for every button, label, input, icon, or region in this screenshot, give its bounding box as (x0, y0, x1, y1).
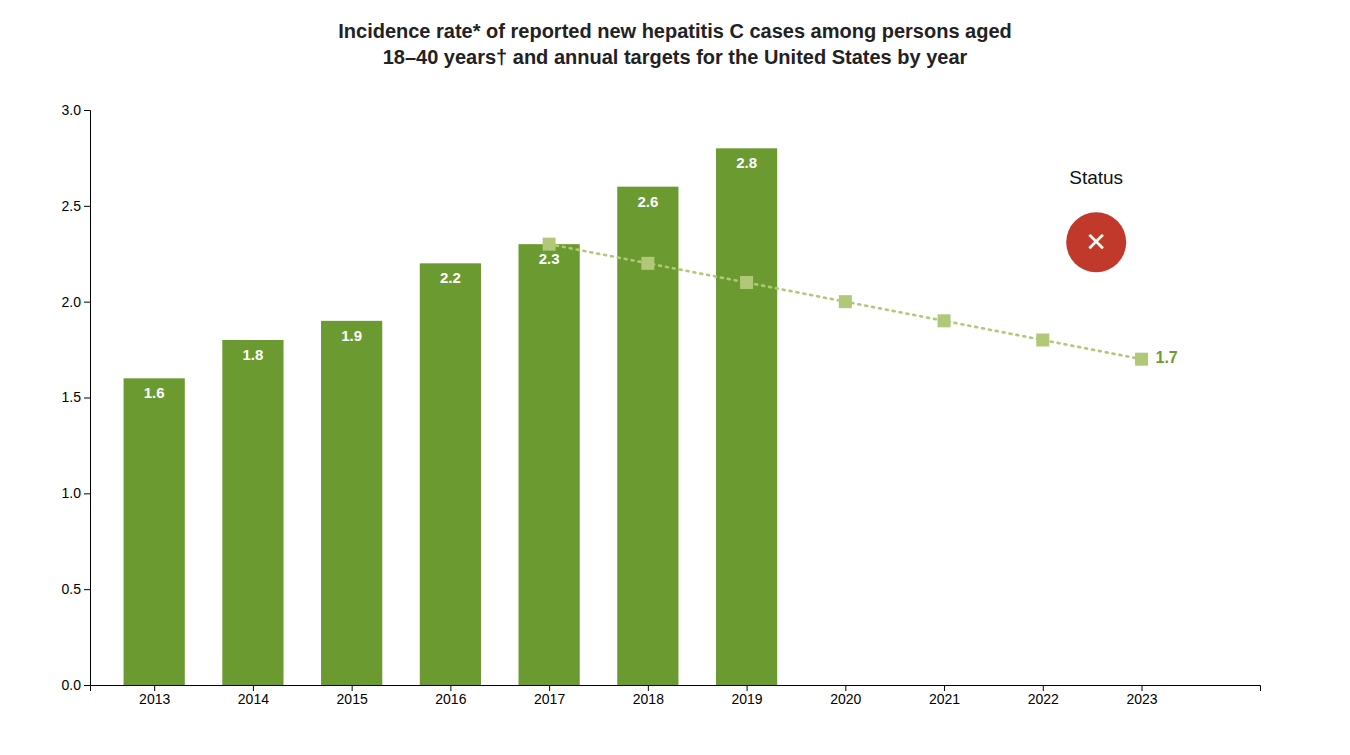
y-tick-mark (84, 110, 90, 111)
x-tick-label: 2018 (633, 691, 664, 707)
x-tick: 2021 (929, 685, 960, 707)
x-tick: 2018 (633, 685, 664, 707)
y-tick-mark (84, 685, 90, 686)
y-tick-label: 1.5 (62, 389, 82, 405)
background (0, 0, 1350, 755)
y-tick: 3.0 (62, 102, 90, 118)
x-tick-label: 2017 (534, 691, 565, 707)
y-tick: 0.5 (62, 581, 90, 597)
bar (222, 340, 283, 685)
status-badge (1066, 212, 1126, 272)
x-tick: 2019 (732, 685, 763, 707)
y-tick: 0.0 (62, 677, 90, 693)
marker (839, 295, 852, 308)
x-tick-label: 2021 (929, 691, 960, 707)
y-tick-mark (84, 589, 90, 590)
x-tick: 2014 (238, 685, 269, 707)
data-label: 2.6 (637, 193, 658, 210)
x-tick: 2017 (534, 685, 565, 707)
plot-area (124, 148, 1148, 685)
y-tick-label: 0.0 (62, 677, 82, 693)
x-tick: 2022 (1028, 685, 1059, 707)
bar (124, 378, 185, 685)
data-label: 1.8 (242, 346, 263, 363)
bar (321, 321, 382, 685)
x-tick: 2020 (830, 685, 861, 707)
marker (543, 238, 556, 251)
y-tick-mark (84, 493, 90, 494)
marker (740, 276, 753, 289)
y-tick: 2.0 (62, 294, 90, 310)
marker (1135, 353, 1148, 366)
marker (938, 314, 951, 327)
bar (716, 148, 777, 685)
y-tick-label: 0.5 (62, 581, 82, 597)
x-tick: 2013 (139, 685, 170, 707)
chart: Incidence rate* of reported new hepatiti… (0, 0, 1350, 755)
x-tick-label: 2019 (732, 691, 763, 707)
y-tick: 1.5 (62, 389, 90, 405)
y-tick-mark (84, 398, 90, 399)
status-symbol: ✕ (1085, 227, 1107, 257)
y-tick-mark (84, 302, 90, 303)
x-tick-label: 2014 (238, 691, 269, 707)
x-axis: 2013 2014 2015 2016 2017 2018 2019 2020 2021 2022… (91, 685, 1261, 707)
y-tick-label: 1.0 (62, 485, 82, 501)
y-axis: 0.0 0.5 1.0 1.5 2.0 2.5 3.0 (62, 102, 91, 693)
x-tick: 2015 (337, 685, 368, 707)
bar (519, 244, 580, 685)
y-tick-mark (84, 206, 90, 207)
data-label: 1.9 (341, 327, 362, 344)
y-tick-label: 3.0 (62, 102, 82, 118)
data-label: 2.2 (440, 269, 461, 286)
x-tick: 2016 (435, 685, 466, 707)
x-tick-label: 2023 (1126, 691, 1157, 707)
bar (617, 187, 678, 685)
x-tick-label: 2016 (435, 691, 466, 707)
title-line: 18–40 years† and annual targets for the … (383, 46, 968, 68)
title-line: Incidence rate* of reported new hepatiti… (338, 20, 1012, 42)
title: Incidence rate* of reported new hepatiti… (338, 20, 1012, 68)
x-tick-label: 2022 (1028, 691, 1059, 707)
annotation: 1.7 (1156, 349, 1178, 366)
labels: 1.6 1.8 1.9 2.2 2.3 2.6 2.8 1.7 Status ✕ (144, 154, 1178, 401)
target-line (549, 244, 1141, 359)
data-label: 2.8 (736, 154, 757, 171)
bar (420, 263, 481, 685)
x-tick-label: 2013 (139, 691, 170, 707)
y-tick: 1.0 (62, 485, 90, 501)
data-label: 1.6 (144, 384, 165, 401)
x-tick: 2023 (1126, 685, 1157, 707)
y-tick-label: 2.0 (62, 294, 82, 310)
status-label: Status (1069, 167, 1123, 188)
y-tick-label: 2.5 (62, 198, 82, 214)
y-axis-line (84, 111, 91, 686)
y-tick: 2.5 (62, 198, 90, 214)
x-tick-label: 2015 (337, 691, 368, 707)
data-label: 2.3 (539, 250, 560, 267)
marker (641, 257, 654, 270)
x-tick-label: 2020 (830, 691, 861, 707)
marker (1036, 334, 1049, 347)
